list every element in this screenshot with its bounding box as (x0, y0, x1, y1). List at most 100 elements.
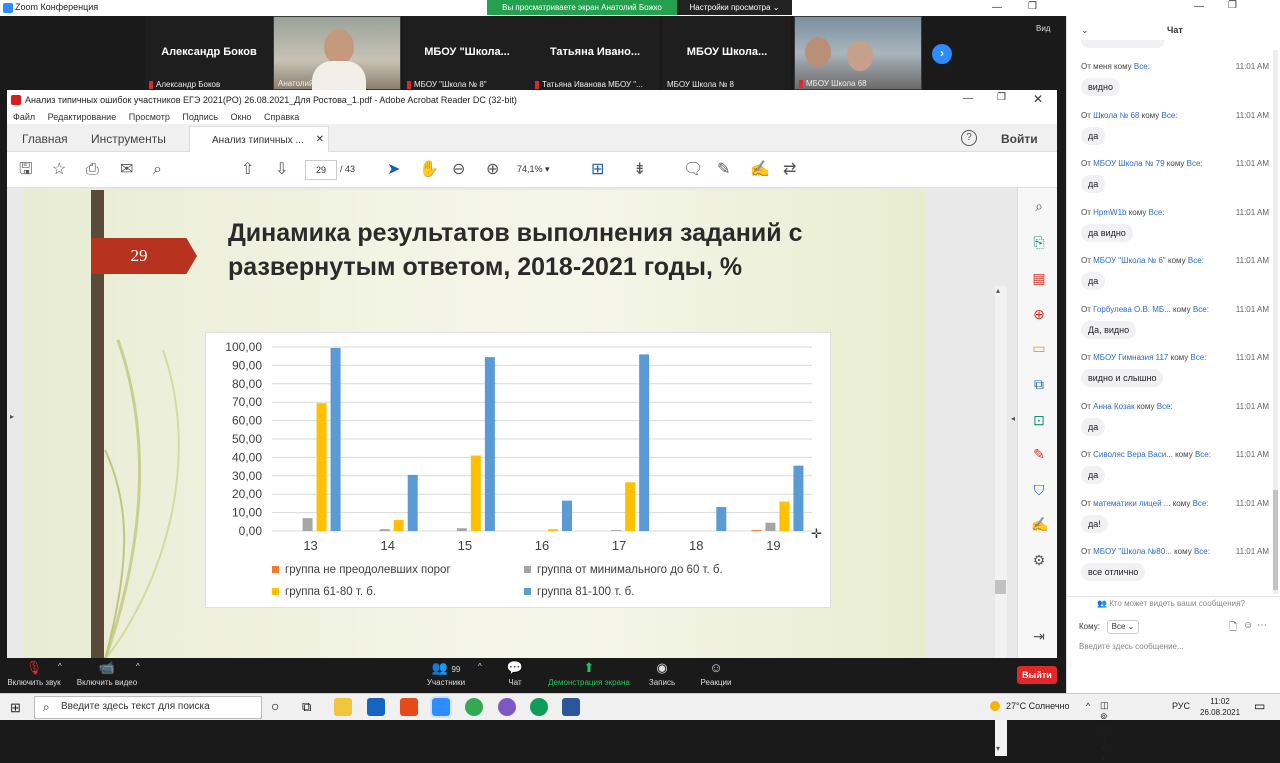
fit-page-icon[interactable]: ⊞ (591, 161, 605, 178)
who-can-see-link[interactable]: 👥 Кто может видеть ваши сообщения? (1097, 599, 1245, 608)
star-icon[interactable]: ☆ (52, 161, 67, 178)
participants-options-icon[interactable]: ^ (478, 662, 482, 671)
menu-view[interactable]: Просмотр (128, 112, 170, 122)
minimize-icon[interactable]: — (992, 2, 1002, 13)
chat-button[interactable]: 💬 Чат (500, 658, 530, 687)
audio-options-icon[interactable]: ^ (58, 662, 62, 671)
mail-icon[interactable]: ✉ (120, 161, 134, 178)
zoom-out-icon[interactable]: ⊖ (452, 161, 466, 178)
search-icon[interactable]: ⌕ (153, 161, 162, 178)
windows-start-icon[interactable]: ⊞ (10, 700, 21, 715)
next-page-button[interactable]: › (932, 44, 952, 64)
collapse-pane-icon[interactable]: ⇥ (1033, 628, 1045, 644)
view-settings-button[interactable]: Настройки просмотра ⌄ (677, 0, 792, 15)
weather-text[interactable]: 27°C Солнечно (1006, 701, 1070, 711)
notification-icon[interactable]: ▭ (1254, 699, 1266, 713)
prev-page-icon[interactable]: ⇧ (241, 161, 255, 178)
left-panel-toggle-icon[interactable]: ▸ (10, 412, 15, 421)
chat-message-input[interactable]: Введите здесь сообщение... (1079, 642, 1184, 651)
cortana-icon[interactable]: ○ (271, 698, 280, 714)
menu-window[interactable]: Окно (230, 112, 252, 122)
menu-help[interactable]: Справка (263, 112, 300, 122)
video-options-icon[interactable]: ^ (136, 662, 140, 671)
task-view-icon[interactable]: ⧉ (302, 699, 312, 714)
menu-file[interactable]: Файл (13, 112, 36, 122)
participant-tile[interactable]: Александр Боков Александр Боков (145, 16, 273, 90)
participant-video-tile[interactable]: Анатолий Божко (273, 16, 401, 91)
restore-icon[interactable]: ❐ (1228, 0, 1237, 11)
export-pdf-icon[interactable]: ⎘ (1033, 234, 1045, 250)
chat-scroll-thumb[interactable] (1273, 490, 1278, 590)
compress-icon[interactable]: ⊡ (1033, 412, 1045, 428)
scroll-down-icon[interactable]: ▾ (996, 744, 1001, 753)
select-cursor-icon[interactable]: ➤ (387, 161, 401, 178)
chrome-icon[interactable] (465, 698, 483, 716)
participant-video-tile[interactable]: МБОУ Школа 68 (794, 16, 922, 90)
zoom-in-icon[interactable]: ⊕ (486, 161, 500, 178)
chat-scrollbar[interactable] (1273, 50, 1278, 594)
taskbar-search[interactable]: ⌕ Введите здесь текст для поиска (34, 696, 262, 719)
zoom-taskbar-icon[interactable] (430, 696, 452, 718)
participant-tile[interactable]: МБОУ "Школа... МБОУ "Школа № 8" (403, 16, 531, 90)
sign-icon[interactable]: ✍ (750, 161, 770, 178)
record-button[interactable]: ◉ Запись (644, 658, 680, 687)
file-icon[interactable]: 🗋 (1229, 622, 1238, 633)
tab-home[interactable]: Главная (22, 132, 68, 146)
file-explorer-icon[interactable] (334, 698, 352, 716)
protect-icon[interactable]: ⛉ (1033, 482, 1045, 498)
participant-tile[interactable]: Татьяна Ивано... Татьяна Иванова МБОУ ".… (531, 16, 659, 90)
page-number-input[interactable]: 29 (305, 160, 337, 180)
edge-icon[interactable] (530, 698, 548, 716)
menu-edit[interactable]: Редактирование (47, 112, 117, 122)
close-icon[interactable]: ✕ (1033, 92, 1044, 106)
minimize-icon[interactable]: — (963, 93, 973, 104)
leave-button[interactable]: Выйти (1017, 666, 1057, 684)
mail-app-icon[interactable] (367, 698, 385, 716)
scroll-up-icon[interactable]: ▴ (996, 286, 1001, 295)
language-indicator[interactable]: РУС (1172, 701, 1191, 711)
signin-button[interactable]: Войти (1001, 132, 1038, 146)
emoji-icon[interactable]: ☺ (1243, 620, 1254, 631)
print-icon[interactable]: ⎙ (86, 161, 99, 178)
browser-icon[interactable] (498, 698, 516, 716)
create-pdf-icon[interactable]: ⊕ (1033, 306, 1045, 322)
participants-button[interactable]: 👥 99 Участники (420, 658, 472, 687)
document-area[interactable]: ▸ 29 Динамика результатов выполнения зад… (7, 188, 1017, 756)
tab-document[interactable]: Анализ типичных ... ✕ (189, 126, 329, 152)
help-icon[interactable]: ? (961, 130, 977, 146)
more-icon[interactable]: ⋯ (1257, 620, 1267, 631)
scroll-thumb[interactable] (995, 580, 1006, 594)
word-icon[interactable] (562, 698, 580, 716)
start-video-button[interactable]: 📹 Включить видео (76, 660, 138, 687)
maximize-icon[interactable]: ❐ (1028, 1, 1037, 12)
reactions-button[interactable]: ☺ Реакции (696, 658, 736, 687)
organize-pages-icon[interactable]: ▤ (1032, 270, 1046, 286)
highlight-icon[interactable]: ✎ (717, 161, 731, 178)
comment-icon[interactable]: 🗨 (683, 161, 704, 178)
edit-pdf-icon[interactable]: ✍ (1031, 516, 1049, 532)
save-icon[interactable]: 🖫 (19, 161, 33, 178)
combine-files-icon[interactable]: ⧉ (1034, 376, 1044, 392)
office-icon[interactable] (400, 698, 418, 716)
unmute-button[interactable]: 🎙 Включить звук (7, 660, 61, 687)
close-tab-icon[interactable]: ✕ (315, 134, 324, 145)
minimize-icon[interactable]: — (1194, 1, 1204, 12)
hand-tool-icon[interactable]: ✋ (419, 161, 439, 178)
tab-tools[interactable]: Инструменты (91, 132, 166, 146)
next-page-icon[interactable]: ⇩ (275, 161, 289, 178)
system-clock[interactable]: 11:02 26.08.2021 (1200, 697, 1241, 717)
tray-chevron-icon[interactable]: ^ (1086, 701, 1091, 711)
share-screen-button[interactable]: ⬆ Демонстрация экрана (546, 658, 632, 687)
chat-collapse-icon[interactable]: ⌄ (1081, 25, 1089, 35)
zoom-level-select[interactable]: 74,1% ▾ (517, 164, 550, 174)
recipient-select[interactable]: Все ⌄ (1107, 620, 1139, 634)
zoom-search-icon[interactable]: ⌕ (1035, 198, 1043, 214)
participant-tile[interactable]: МБОУ Школа... МБОУ Школа № 8 (663, 16, 791, 90)
restore-icon[interactable]: ❐ (997, 92, 1006, 103)
view-button[interactable]: Вид (1036, 24, 1051, 33)
share-icon[interactable]: ⇄ (783, 161, 797, 178)
tray-apps-icon[interactable]: ◫ ⊚ ▭ ♫ ◔ ◖ (1100, 700, 1109, 763)
fill-sign-icon[interactable]: ✎ (1033, 446, 1045, 462)
comment-tool-icon[interactable]: ▭ (1032, 340, 1046, 356)
more-tools-icon[interactable]: ⚙ (1032, 552, 1046, 568)
